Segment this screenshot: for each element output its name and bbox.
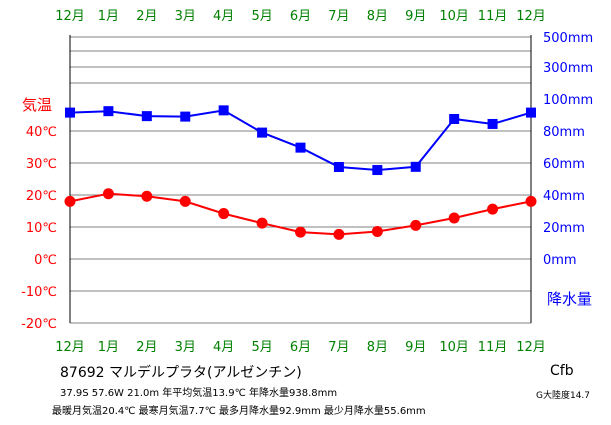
top-month-label: 6月 <box>290 9 311 24</box>
top-month-label: 7月 <box>328 9 349 24</box>
top-month-label: 3月 <box>175 9 196 24</box>
precipitation-point <box>295 142 306 153</box>
top-month-label: 11月 <box>478 9 508 24</box>
precipitation-point <box>410 161 421 172</box>
top-month-label: 2月 <box>136 9 157 24</box>
top-month-label: 1月 <box>98 9 119 24</box>
bottom-month-label: 7月 <box>328 340 349 355</box>
bottom-month-label: 4月 <box>213 340 234 355</box>
temperature-point <box>295 226 306 238</box>
grid-lines <box>70 36 531 324</box>
precipitation-point <box>257 127 268 138</box>
bottom-month-label: 11月 <box>478 340 508 355</box>
top-month-label: 12月 <box>55 9 85 24</box>
precipitation-line <box>69 109 532 172</box>
precipitation-tick-label: 40mm <box>543 189 585 204</box>
precipitation-tick-label: 80mm <box>543 125 585 140</box>
temperature-point <box>333 228 345 240</box>
bottom-month-label: 5月 <box>251 340 272 355</box>
top-month-label: 4月 <box>213 9 234 24</box>
bottom-month-label: 10月 <box>439 340 469 355</box>
precipitation-point <box>218 105 229 116</box>
precipitation-point <box>180 111 191 122</box>
precipitation-tick-label: 500mm <box>543 31 593 46</box>
temperature-point <box>218 208 230 220</box>
bottom-month-label: 6月 <box>290 340 311 355</box>
precipitation-axis-label: 降水量 <box>547 290 592 308</box>
station-name: 87692 マルデルプラタ(アルゼンチン) <box>60 365 302 381</box>
precipitation-tick-label: 60mm <box>543 157 585 172</box>
temperature-tick-labels: 40℃ 30℃ 20℃ 10℃ 0℃ -10℃ -20℃ <box>21 125 57 332</box>
precipitation-point <box>141 111 152 122</box>
temperature-tick-label: 40℃ <box>26 125 57 140</box>
top-month-label: 5月 <box>251 9 272 24</box>
plot-frame <box>69 35 532 323</box>
precipitation-tick-label: 0mm <box>543 253 577 268</box>
temperature-point <box>410 219 422 231</box>
top-month-label: 9月 <box>405 9 426 24</box>
precipitation-point <box>449 114 460 124</box>
bottom-month-label: 9月 <box>405 340 426 355</box>
temperature-point <box>102 188 114 200</box>
station-details: 37.9S 57.6W 21.0m 年平均気温13.9℃ 年降水量938.8mm <box>60 388 338 399</box>
bottom-month-label: 2月 <box>136 340 157 355</box>
series-layer <box>64 105 537 240</box>
temperature-tick-label: 30℃ <box>26 157 57 172</box>
temperature-point <box>256 217 268 229</box>
bottom-month-label: 3月 <box>175 340 196 355</box>
bottom-month-label: 8月 <box>367 340 388 355</box>
top-month-label: 10月 <box>439 9 469 24</box>
precipitation-tick-labels: 500mm 300mm 100mm 80mm 60mm 40mm 20mm 0mm <box>543 31 593 268</box>
climate-code: Cfb <box>550 363 574 379</box>
temperature-axis-label: 気温 <box>22 96 52 114</box>
precipitation-point <box>487 118 498 129</box>
temperature-tick-label: -10℃ <box>21 285 57 300</box>
bottom-month-labels: 12月 1月 2月 3月 4月 5月 6月 7月 8月 9月 10月 11月 12月 <box>55 340 546 355</box>
temperature-point <box>525 195 537 207</box>
temperature-tick-label: 0℃ <box>34 253 57 268</box>
continentality: G大陸度14.7 <box>536 391 591 401</box>
top-month-labels: 12月 1月 2月 3月 4月 5月 6月 7月 8月 9月 10月 11月 12月 <box>55 9 546 24</box>
temperature-point <box>448 212 460 224</box>
precipitation-tick-label: 300mm <box>543 61 593 76</box>
station-extremes: 最暖月気温20.4℃ 最寒月気温7.7℃ 最多月降水量92.9mm 最少月降水量… <box>52 406 426 417</box>
temperature-tick-label: 20℃ <box>26 189 57 204</box>
temperature-point <box>487 203 499 215</box>
bottom-month-label: 1月 <box>98 340 119 355</box>
precipitation-point <box>65 107 75 118</box>
bottom-month-label: 12月 <box>516 340 546 355</box>
top-month-label: 8月 <box>367 9 388 24</box>
temperature-point <box>141 190 153 202</box>
precipitation-point <box>372 165 383 176</box>
temperature-tick-label: 10℃ <box>26 221 57 236</box>
temperature-point <box>371 225 383 237</box>
top-month-label: 12月 <box>516 9 546 24</box>
precipitation-tick-label: 100mm <box>543 93 593 108</box>
temperature-point <box>179 195 191 207</box>
precipitation-point <box>526 107 536 118</box>
precipitation-tick-label: 20mm <box>543 221 585 236</box>
temperature-point <box>64 195 76 207</box>
precipitation-point <box>333 162 344 172</box>
bottom-month-label: 12月 <box>55 340 85 355</box>
precipitation-point <box>103 106 114 117</box>
temperature-tick-label: -20℃ <box>21 317 57 332</box>
